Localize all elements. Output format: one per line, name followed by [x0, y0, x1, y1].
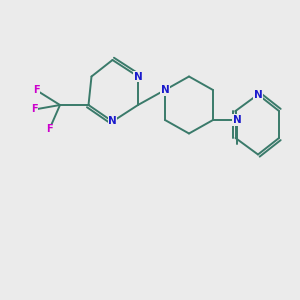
Text: F: F — [46, 124, 53, 134]
Text: N: N — [254, 89, 262, 100]
Text: N: N — [108, 116, 117, 127]
Text: F: F — [33, 85, 39, 95]
Text: N: N — [134, 71, 142, 82]
Text: F: F — [31, 104, 38, 115]
Text: N: N — [232, 115, 242, 125]
Text: N: N — [160, 85, 169, 95]
